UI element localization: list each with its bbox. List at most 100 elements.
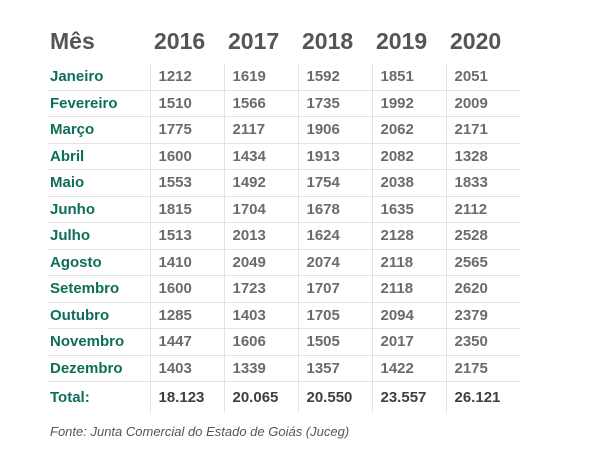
value-cell: 2128 xyxy=(371,222,446,249)
table-row: Agosto 1410 2049 2074 2118 2565 xyxy=(48,248,520,276)
value-cell: 2620 xyxy=(445,275,520,302)
source-note: Fonte: Junta Comercial do Estado de Goiá… xyxy=(50,424,350,439)
value-cell: 2017 xyxy=(371,328,446,355)
table-row: Março 1775 2117 1906 2062 2171 xyxy=(48,116,520,143)
total-value-cell: 26.121 xyxy=(445,381,520,413)
value-cell: 1403 xyxy=(149,354,224,382)
header-year: 2018 xyxy=(302,27,354,54)
total-value-cell: 20.065 xyxy=(223,381,298,413)
table-row: Setembro 1600 1723 1707 2118 2620 xyxy=(48,275,520,302)
value-cell: 1422 xyxy=(371,354,446,382)
value-cell: 1505 xyxy=(297,328,372,355)
table-row: Abril 1600 1434 1913 2082 1328 xyxy=(48,142,520,170)
value-cell: 1553 xyxy=(149,169,224,196)
value-cell: 2062 xyxy=(371,116,446,143)
value-cell: 2175 xyxy=(445,354,520,382)
value-cell: 1992 xyxy=(371,89,446,117)
header-year: 2020 xyxy=(450,27,502,54)
value-cell: 1606 xyxy=(223,328,298,355)
value-cell: 2565 xyxy=(445,248,520,276)
value-cell: 1833 xyxy=(445,169,520,196)
value-cell: 2171 xyxy=(445,116,520,143)
value-cell: 2051 xyxy=(445,64,520,90)
table-row: Outubro 1285 1403 1705 2094 2379 xyxy=(48,301,520,329)
table-row: Junho 1815 1704 1678 1635 2112 xyxy=(48,195,520,223)
value-cell: 2009 xyxy=(445,89,520,117)
table-row: Janeiro 1212 1619 1592 1851 2051 xyxy=(48,64,520,90)
value-cell: 1678 xyxy=(297,195,372,223)
value-cell: 1339 xyxy=(223,354,298,382)
value-cell: 1447 xyxy=(149,328,224,355)
value-cell: 1723 xyxy=(223,275,298,302)
value-cell: 1705 xyxy=(297,301,372,329)
value-cell: 1600 xyxy=(149,275,224,302)
value-cell: 2013 xyxy=(223,222,298,249)
value-cell: 1403 xyxy=(223,301,298,329)
month-label: Janeiro xyxy=(50,68,104,86)
month-label: Outubro xyxy=(48,301,150,329)
value-cell: 2094 xyxy=(371,301,446,329)
value-cell: 2112 xyxy=(445,195,520,223)
header-year: 2016 xyxy=(154,27,206,54)
value-cell: 2528 xyxy=(445,222,520,249)
month-label: Fevereiro xyxy=(48,89,150,117)
value-cell: 2118 xyxy=(371,275,446,302)
value-cell: 1592 xyxy=(297,64,372,90)
total-value-cell: 20.550 xyxy=(297,381,372,413)
value-cell: 1913 xyxy=(297,142,372,170)
value-cell: 1600 xyxy=(149,142,224,170)
month-label: Dezembro xyxy=(48,354,150,382)
value-cell: 1851 xyxy=(371,64,446,90)
table-row: Maio 1553 1492 1754 2038 1833 xyxy=(48,169,520,196)
header-row: Mês 2016 2017 2018 2019 2020 xyxy=(48,18,520,64)
data-table-container: Mês 2016 2017 2018 2019 2020 Janeiro 1212… xyxy=(48,18,528,413)
header-year: 2019 xyxy=(376,27,428,54)
table-row: Fevereiro 1510 1566 1735 1992 2009 xyxy=(48,89,520,117)
value-cell: 1624 xyxy=(297,222,372,249)
value-cell: 1735 xyxy=(297,89,372,117)
total-value-cell: 18.123 xyxy=(149,381,224,413)
value-cell: 1754 xyxy=(297,169,372,196)
value-cell: 2379 xyxy=(445,301,520,329)
value-cell: 1285 xyxy=(149,301,224,329)
month-label: Abril xyxy=(48,142,150,170)
value-cell: 1704 xyxy=(223,195,298,223)
header-year: 2017 xyxy=(228,27,280,54)
month-label: Setembro xyxy=(48,275,150,302)
table-row: Dezembro 1403 1339 1357 1422 2175 xyxy=(48,354,520,382)
month-label: Junho xyxy=(48,195,150,223)
total-row: Total: 18.123 20.065 20.550 23.557 26.121 xyxy=(48,381,520,413)
month-label: Maio xyxy=(48,169,150,196)
table-row: Julho 1513 2013 1624 2128 2528 xyxy=(48,222,520,249)
value-cell: 2082 xyxy=(371,142,446,170)
month-label: Novembro xyxy=(48,328,150,355)
value-cell: 2350 xyxy=(445,328,520,355)
header-month: Mês xyxy=(50,27,95,54)
monthly-data-table: Mês 2016 2017 2018 2019 2020 Janeiro 1212… xyxy=(48,18,520,413)
table-row: Novembro 1447 1606 1505 2017 2350 xyxy=(48,328,520,355)
value-cell: 1492 xyxy=(223,169,298,196)
value-cell: 2049 xyxy=(223,248,298,276)
total-value-cell: 23.557 xyxy=(371,381,446,413)
value-cell: 1212 xyxy=(149,64,224,90)
table-body: Janeiro 1212 1619 1592 1851 2051 Fevereiro 1510… xyxy=(48,64,520,413)
value-cell: 2074 xyxy=(297,248,372,276)
value-cell: 1707 xyxy=(297,275,372,302)
value-cell: 1906 xyxy=(297,116,372,143)
total-label: Total: xyxy=(48,381,150,413)
value-cell: 1510 xyxy=(149,89,224,117)
value-cell: 1410 xyxy=(149,248,224,276)
value-cell: 2117 xyxy=(223,116,298,143)
value-cell: 1357 xyxy=(297,354,372,382)
value-cell: 1775 xyxy=(149,116,224,143)
month-label: Julho xyxy=(48,222,150,249)
value-cell: 1635 xyxy=(371,195,446,223)
value-cell: 1566 xyxy=(223,89,298,117)
value-cell: 1434 xyxy=(223,142,298,170)
value-cell: 2038 xyxy=(371,169,446,196)
value-cell: 1815 xyxy=(149,195,224,223)
value-cell: 2118 xyxy=(371,248,446,276)
value-cell: 1513 xyxy=(149,222,224,249)
month-label: Agosto xyxy=(48,248,150,276)
month-label: Março xyxy=(48,116,150,143)
